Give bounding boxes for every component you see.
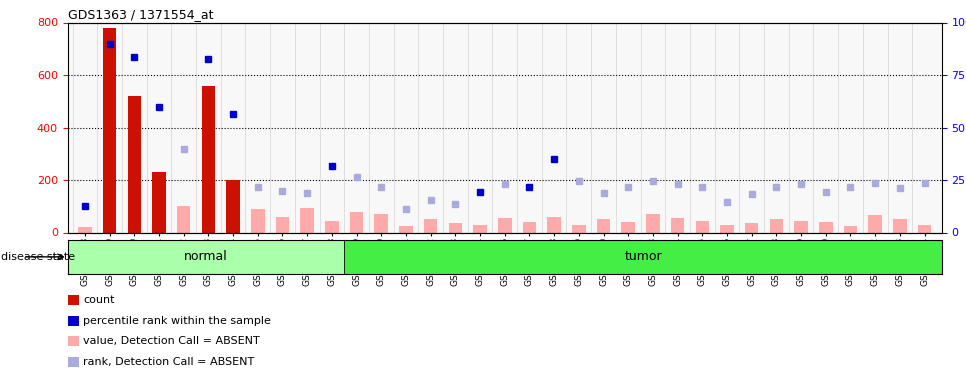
Bar [621, 222, 635, 232]
Text: percentile rank within the sample: percentile rank within the sample [83, 316, 270, 326]
Bar [326, 220, 339, 232]
Text: rank, Detection Call = ABSENT: rank, Detection Call = ABSENT [83, 357, 254, 367]
Bar [300, 208, 314, 232]
Text: value, Detection Call = ABSENT: value, Detection Call = ABSENT [83, 336, 260, 346]
Bar [448, 224, 462, 232]
Bar [548, 217, 561, 232]
Bar [275, 217, 289, 232]
Bar [78, 227, 92, 232]
Bar [819, 222, 833, 232]
Bar [572, 225, 585, 232]
Bar [497, 218, 512, 232]
Bar [68, 240, 344, 274]
Bar [202, 86, 215, 232]
Bar [597, 219, 611, 232]
Text: disease state: disease state [1, 252, 75, 262]
Bar [153, 172, 166, 232]
Bar [226, 180, 240, 232]
Bar [843, 226, 857, 232]
Bar [344, 240, 942, 274]
Bar [770, 219, 783, 232]
Bar [473, 225, 487, 232]
Bar [102, 28, 116, 233]
Text: tumor: tumor [624, 251, 662, 263]
Bar [918, 225, 931, 232]
Text: normal: normal [185, 251, 228, 263]
Bar [523, 222, 536, 232]
Text: GDS1363 / 1371554_at: GDS1363 / 1371554_at [68, 8, 213, 21]
Bar [670, 218, 684, 232]
Bar [868, 215, 882, 232]
Bar [696, 220, 709, 232]
Bar [399, 226, 412, 232]
Bar [721, 225, 734, 232]
Bar [424, 219, 438, 232]
Bar [128, 96, 141, 232]
Bar [894, 219, 907, 232]
Bar [745, 224, 758, 232]
Bar [350, 211, 363, 232]
Bar [251, 209, 265, 232]
Bar [177, 206, 190, 232]
Bar [375, 214, 388, 232]
Text: count: count [83, 295, 115, 305]
Bar [794, 220, 808, 232]
Bar [646, 214, 660, 232]
